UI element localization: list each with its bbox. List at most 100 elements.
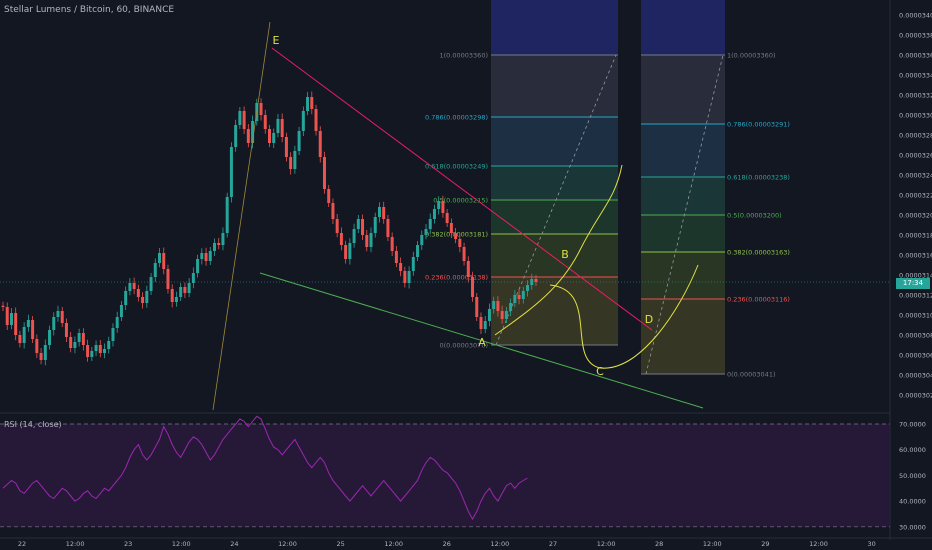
fib-left-level-label: 0.618(0.00003249)	[425, 163, 488, 171]
candle-body	[136, 289, 140, 297]
rsi-tick-label: 40.0000	[899, 498, 926, 506]
fib-right-top-band	[641, 0, 725, 55]
candle-body	[69, 337, 73, 348]
time-tick-label: 12:00	[66, 540, 85, 548]
candle-body	[43, 345, 47, 360]
candle-body	[242, 111, 246, 129]
candle-body	[200, 253, 204, 259]
fib-left-band	[491, 234, 618, 277]
candle-body	[213, 243, 216, 251]
candle-body	[526, 285, 530, 291]
price-tick-label: 0.00003300	[899, 112, 932, 120]
candle-body	[492, 301, 496, 309]
candle-body	[445, 213, 449, 223]
time-tick-label: 25	[336, 540, 344, 548]
price-tick-label: 0.00003380	[899, 32, 932, 40]
candle-body	[153, 263, 157, 277]
fib-left-band	[491, 117, 618, 166]
candle-body	[310, 97, 314, 109]
fib-right-level-label: 0.5(0.00003200)	[727, 212, 782, 220]
candle-body	[229, 147, 233, 197]
fib-left-level-label: 1(0.00003360)	[440, 52, 489, 60]
candle-body	[56, 311, 60, 317]
candle-body	[432, 209, 436, 219]
rsi-tick-label: 30.0000	[899, 523, 926, 531]
candle-body	[504, 311, 508, 319]
candle-body	[420, 235, 424, 245]
fib-left-top-band	[491, 0, 618, 55]
candle-body	[394, 251, 398, 263]
candle-body	[390, 237, 394, 251]
candle-body	[39, 353, 43, 360]
fib-left-band	[491, 55, 618, 117]
candle-body	[115, 317, 119, 328]
fib-right-trend-line	[645, 54, 724, 375]
candle-body	[191, 273, 195, 283]
candle-body	[339, 233, 343, 245]
candle-body	[297, 131, 301, 151]
fib-right-band	[641, 252, 725, 299]
rsi-line	[2, 415, 528, 521]
pattern-label-a: A	[478, 336, 486, 349]
fib-right-band	[641, 55, 725, 124]
candle-body	[424, 229, 428, 235]
time-tick-label: 26	[443, 540, 451, 548]
time-axis-group: 22 12:00 23 12:00 24 12:00 25 12:00 26 12:00 27 12:…	[0, 537, 932, 548]
time-tick-label: 29	[761, 540, 769, 548]
candle-body	[48, 330, 52, 345]
candle-body	[361, 219, 365, 235]
time-tick-label: 12:00	[703, 540, 722, 548]
candle-body	[221, 233, 225, 245]
candle-body	[276, 119, 280, 133]
candle-body	[263, 115, 267, 129]
price-tick-label: 0.00003240	[899, 172, 932, 180]
candle-body	[335, 219, 339, 233]
fib-right-level-label: 0.618(0.00003238)	[727, 174, 790, 182]
price-tick-label: 0.00003140	[899, 272, 932, 280]
price-tick-label: 0.00003100	[899, 312, 932, 320]
time-tick-label: 12:00	[809, 540, 828, 548]
candle-body	[293, 151, 297, 169]
candle-body	[217, 243, 221, 245]
price-tick-label: 0.00003120	[899, 292, 932, 300]
price-tick-label: 0.00003280	[899, 132, 932, 140]
candle-body	[246, 129, 250, 143]
candle-body	[81, 333, 85, 345]
candle-body	[280, 119, 284, 137]
candle-body	[496, 301, 500, 311]
fib-left-band	[491, 166, 618, 200]
fib-left-level-label: 0(0.00003070)	[440, 342, 489, 350]
candle-body	[1, 305, 5, 307]
candle-body	[386, 219, 390, 237]
candle-body	[204, 253, 208, 261]
candle-body	[64, 323, 68, 337]
fib-left-level-label: 0.5(0.00003215)	[433, 197, 488, 205]
candle-body	[327, 189, 331, 203]
candle-body	[94, 345, 98, 351]
time-tick-label: 30	[867, 540, 875, 548]
candle-body	[31, 320, 35, 339]
candle-body	[462, 247, 466, 261]
candle-body	[382, 207, 386, 219]
candle-body	[158, 253, 162, 263]
rsi-pane-group: 70.0000 60.0000 50.0000 40.0000 30.0000	[0, 412, 926, 531]
time-tick-label: 22	[18, 540, 26, 548]
projection-curve-b	[494, 164, 623, 336]
rsi-tick-label: 50.0000	[899, 472, 926, 480]
candle-body	[301, 111, 305, 131]
fib-left-trend-line	[495, 54, 617, 346]
price-tick-label: 0.00003200	[899, 212, 932, 220]
price-tick-label: 0.00003320	[899, 92, 932, 100]
time-tick-label: 12:00	[172, 540, 191, 548]
candle-body	[331, 203, 335, 219]
candle-body	[111, 328, 115, 341]
fib-left-level-label: 0.786(0.00003298)	[425, 114, 488, 122]
candle-body	[103, 349, 107, 353]
candle-body	[18, 335, 22, 343]
candle-body	[149, 277, 153, 291]
candle-body	[509, 303, 513, 311]
time-tick-label: 28	[655, 540, 663, 548]
price-tick-label: 0.00003400	[899, 12, 932, 20]
candle-body	[22, 327, 26, 343]
